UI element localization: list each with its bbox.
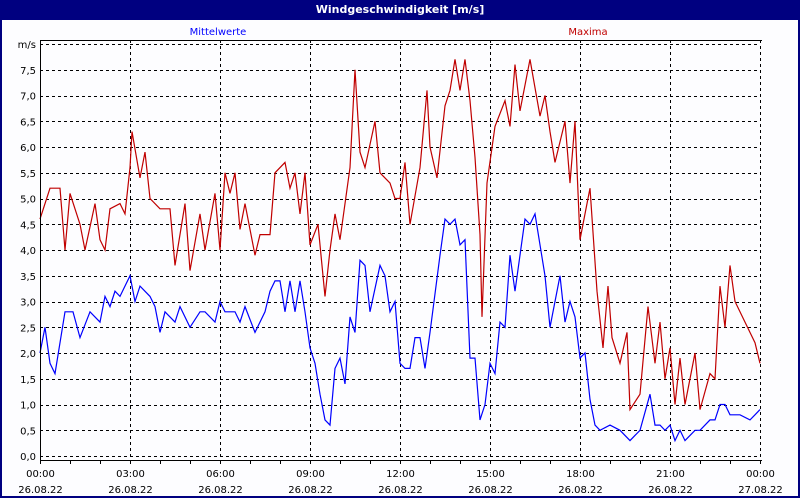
x-tick-time: 15:00: [476, 469, 505, 480]
y-tick-label: 6,5: [20, 117, 36, 128]
window-title: Windgeschwindigkeit [m/s]: [0, 0, 800, 20]
x-tick-date: 26.08.22: [288, 485, 333, 496]
x-tick-date: 26.08.22: [648, 485, 693, 496]
y-axis-unit: m/s: [18, 40, 36, 51]
y-tick-label: 5,5: [20, 169, 36, 180]
x-tick-time: 06:00: [206, 469, 235, 480]
legend-maxima: Maxima: [568, 27, 607, 38]
x-tick-date: 26.08.22: [198, 485, 243, 496]
y-tick-label: 7,5: [20, 66, 36, 77]
y-tick-label: 1,5: [20, 375, 36, 386]
series-line-mittelwerte: [39, 211, 761, 443]
y-tick-label: 2,0: [20, 349, 36, 360]
y-tick-label: 4,0: [20, 246, 36, 257]
x-tick-date: 26.08.22: [558, 485, 603, 496]
legend-mittelwerte: Mittelwerte: [190, 27, 247, 38]
x-tick-date: 26.08.22: [108, 485, 153, 496]
x-tick-time: 12:00: [386, 469, 415, 480]
y-tick-label: 4,5: [20, 220, 36, 231]
series-line-maxima: [39, 59, 761, 412]
y-tick-label: 7,0: [20, 92, 36, 103]
x-tick-time: 21:00: [656, 469, 685, 480]
x-tick-date: 26.08.22: [378, 485, 423, 496]
y-tick-label: 2,5: [20, 323, 36, 334]
y-tick-label: 3,5: [20, 272, 36, 283]
y-tick-label: 5,0: [20, 195, 36, 206]
x-tick-time: 00:00: [26, 469, 55, 480]
x-tick-time: 03:00: [116, 469, 145, 480]
x-tick-date: 26.08.22: [468, 485, 513, 496]
y-tick-label: 0,5: [20, 426, 36, 437]
y-tick-label: 3,0: [20, 298, 36, 309]
x-tick-time: 18:00: [566, 469, 595, 480]
x-tick-date: 27.08.22: [738, 485, 783, 496]
x-tick-time: 09:00: [296, 469, 325, 480]
x-tick-time: 00:00: [746, 469, 775, 480]
y-tick-label: 0,0: [20, 452, 36, 463]
y-tick-label: 6,0: [20, 143, 36, 154]
x-tick-date: 26.08.22: [18, 485, 63, 496]
y-tick-label: 1,0: [20, 401, 36, 412]
